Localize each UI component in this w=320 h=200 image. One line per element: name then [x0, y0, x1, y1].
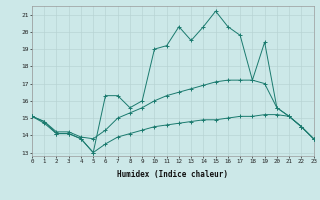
X-axis label: Humidex (Indice chaleur): Humidex (Indice chaleur) [117, 170, 228, 179]
